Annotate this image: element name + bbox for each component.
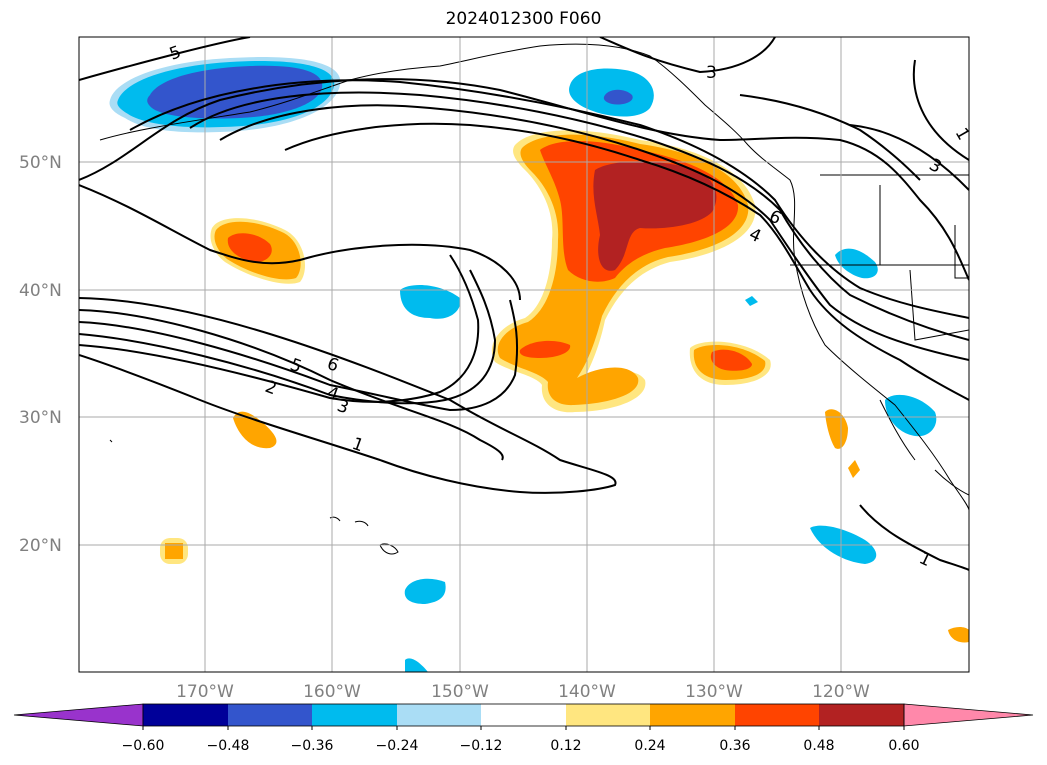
lat-label: 50°N (19, 153, 62, 173)
colorbar-segment (143, 704, 228, 726)
lat-label: 20°N (19, 536, 62, 556)
colorbar-tick-label: 0.12 (550, 738, 581, 754)
lon-label: 130°W (685, 682, 743, 702)
lon-label: 140°W (558, 682, 616, 702)
negative-anomaly-area (400, 285, 461, 319)
colorbar-extend-high (903, 703, 1034, 727)
map-title: 2024012300 F060 (445, 9, 602, 29)
negative-anomaly-area (405, 658, 428, 672)
positive-anomaly-area (825, 409, 848, 449)
colorbar-segment (566, 704, 650, 726)
colorbar-segment (397, 704, 481, 726)
map-frame (78, 36, 970, 673)
lon-label: 170°W (176, 682, 234, 702)
colorbar-segment (650, 704, 735, 726)
contour-label: 3 (706, 63, 717, 83)
colorbar-segment (481, 704, 566, 726)
lon-label: 150°W (431, 682, 489, 702)
negative-anomaly-area (835, 248, 878, 279)
colorbar-ticks (142, 726, 905, 730)
coastlines (99, 43, 969, 555)
negative-anomaly-area (885, 394, 937, 437)
colorbar-segment (735, 704, 819, 726)
colorbar-tick-label: −0.24 (376, 738, 419, 754)
colorbar-tick-label: 0.60 (888, 738, 919, 754)
positive-anomaly-area (593, 161, 717, 271)
positive-anomaly-area (948, 627, 969, 643)
negative-anomaly-area (745, 296, 758, 306)
lon-label: 160°W (303, 682, 361, 702)
colorbar-tick-label: 0.24 (634, 738, 665, 754)
map-panel: 5 3 3 1 6 4 5 6 2 4 3 1 1 (79, 37, 969, 672)
latitude-labels: 50°N 40°N 30°N 20°N (19, 153, 62, 556)
colorbar-extend-low (13, 703, 144, 727)
colorbar-tick-label: −0.60 (122, 738, 165, 754)
colorbar-segment (228, 704, 312, 726)
positive-anomaly-area (165, 543, 183, 559)
colorbar-tick-label: −0.48 (207, 738, 250, 754)
lat-label: 30°N (19, 408, 62, 428)
colorbar-tick-label: 0.36 (719, 738, 750, 754)
gridlines (79, 37, 969, 672)
lon-label: 120°W (812, 682, 870, 702)
colorbar-tick-label: 0.48 (803, 738, 834, 754)
lat-label: 40°N (19, 281, 62, 301)
colorbar-tick-label: −0.36 (291, 738, 334, 754)
colorbar-tick-label: −0.12 (460, 738, 503, 754)
negative-anomaly-area (603, 89, 633, 105)
colorbar-segment (312, 704, 397, 726)
longitude-labels: 170°W 160°W 150°W 140°W 130°W 120°W (176, 682, 870, 702)
colorbar: −0.60 −0.48 −0.36 −0.24 −0.12 0.12 0.24 … (13, 703, 1034, 754)
negative-anomaly-area (404, 578, 446, 604)
positive-anomaly-area (848, 460, 860, 478)
colorbar-segment (819, 704, 904, 726)
positive-anomaly-area (233, 411, 277, 449)
positive-anomaly-area (227, 233, 272, 263)
contour-lines (79, 37, 969, 571)
positive-anomaly-area (710, 349, 752, 371)
positive-anomaly-area (519, 340, 571, 358)
